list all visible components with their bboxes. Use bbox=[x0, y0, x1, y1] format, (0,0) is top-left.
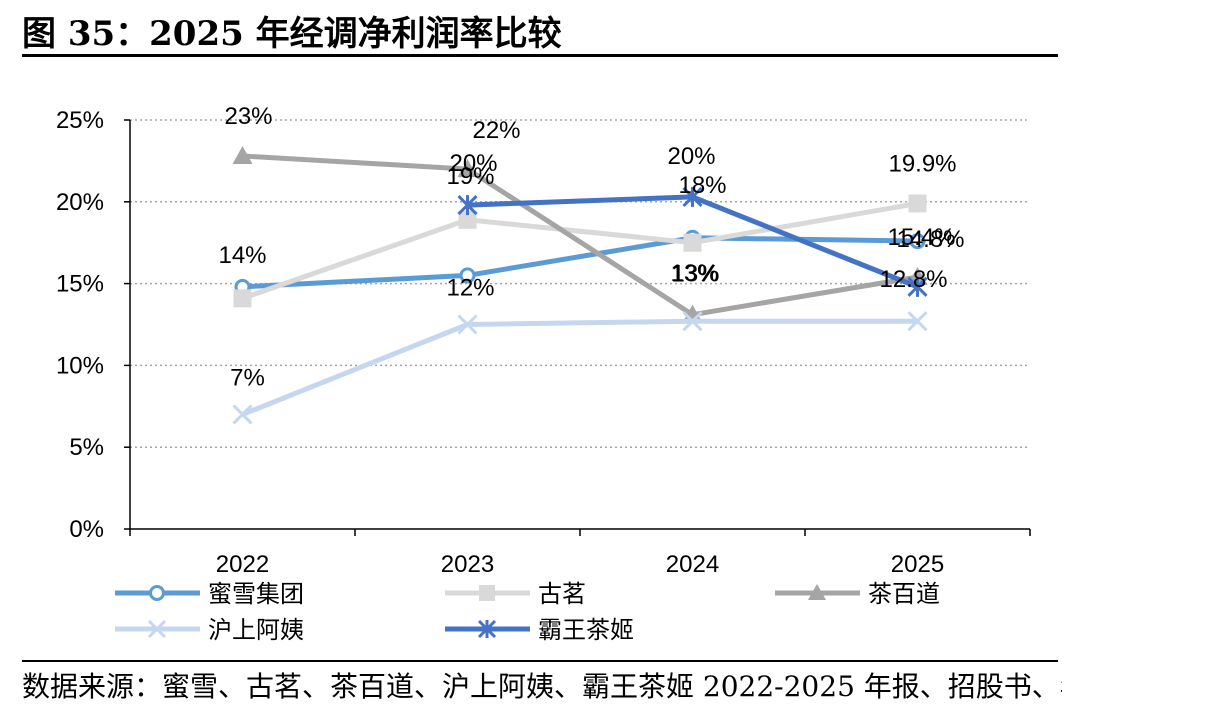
data-point bbox=[808, 584, 826, 600]
series-lines bbox=[232, 145, 928, 425]
x-tick-label: 2023 bbox=[441, 551, 494, 578]
data-point bbox=[457, 159, 478, 178]
data-label: 13% bbox=[671, 261, 719, 288]
x-tick-label: 2024 bbox=[666, 551, 719, 578]
data-point bbox=[147, 619, 167, 639]
y-tick-label: 5% bbox=[69, 434, 104, 461]
data-point bbox=[232, 145, 253, 164]
data-point bbox=[149, 585, 165, 601]
data-point bbox=[908, 194, 927, 213]
title-rule bbox=[22, 54, 1058, 57]
y-tick-label: 20% bbox=[56, 189, 104, 216]
data-label: 15.4% bbox=[887, 224, 955, 251]
data-point bbox=[682, 311, 703, 332]
y-tick-label: 15% bbox=[56, 271, 104, 298]
line-chart: 0% 5% 10% 15% 20% 25% 2022 2023 2024 2025 14% 18% 1… bbox=[56, 103, 1031, 644]
data-label: 12% bbox=[446, 275, 494, 302]
data-labels: 14%18%15.4%19% 19.9%23%22%13% 12.8%7%12%13… bbox=[218, 103, 964, 391]
data-label: 20% bbox=[449, 150, 497, 177]
legend-label: 蜜雪集团 bbox=[208, 580, 304, 608]
data-label: 14% bbox=[218, 242, 266, 269]
data-point bbox=[233, 289, 252, 308]
data-point bbox=[232, 404, 253, 425]
data-point bbox=[907, 311, 928, 332]
legend-label: 古茗 bbox=[538, 580, 586, 608]
data-label: 19% bbox=[446, 163, 494, 190]
data-label: 13% bbox=[670, 260, 718, 287]
series-line bbox=[241, 318, 918, 417]
data-point bbox=[457, 195, 478, 216]
x-tick-label: 2022 bbox=[216, 551, 269, 578]
data-label: 14.8% bbox=[896, 226, 964, 253]
data-label: 18% bbox=[678, 172, 726, 199]
data-point bbox=[683, 233, 702, 252]
y-tick-label: 0% bbox=[69, 516, 104, 543]
legend-label: 茶百道 bbox=[868, 580, 940, 608]
y-tick-label: 25% bbox=[56, 107, 104, 134]
data-label: 22% bbox=[472, 117, 520, 144]
source-rule bbox=[22, 660, 1058, 662]
y-tick-label: 10% bbox=[56, 352, 104, 379]
data-point bbox=[459, 267, 476, 284]
x-tick-label: 2025 bbox=[891, 551, 944, 578]
data-point bbox=[477, 619, 497, 639]
data-label: 19.9% bbox=[888, 150, 956, 177]
data-point bbox=[458, 210, 477, 229]
series-line bbox=[242, 153, 918, 318]
source-note: 数据来源：蜜雪、古茗、茶百道、沪上阿姨、霸王茶姬 2022-2025 年报、招股… bbox=[22, 670, 1062, 703]
data-point bbox=[457, 314, 478, 335]
data-label: 23% bbox=[224, 103, 272, 130]
data-label: 20% bbox=[667, 143, 715, 170]
figure-title: 图 35：2025 年经调净利润率比较 bbox=[22, 14, 562, 54]
series-line bbox=[241, 200, 918, 301]
data-label: 12.8% bbox=[879, 266, 947, 293]
data-point bbox=[479, 585, 495, 601]
data-point bbox=[907, 276, 928, 297]
data-label: 7% bbox=[230, 364, 265, 391]
data-point bbox=[909, 233, 926, 250]
legend-label: 沪上阿姨 bbox=[208, 616, 304, 644]
legend-label: 霸王茶姬 bbox=[538, 616, 634, 644]
data-point bbox=[682, 186, 703, 207]
axes: 0% 5% 10% 15% 20% 25% 2022 2023 2024 2025 bbox=[56, 107, 1031, 578]
